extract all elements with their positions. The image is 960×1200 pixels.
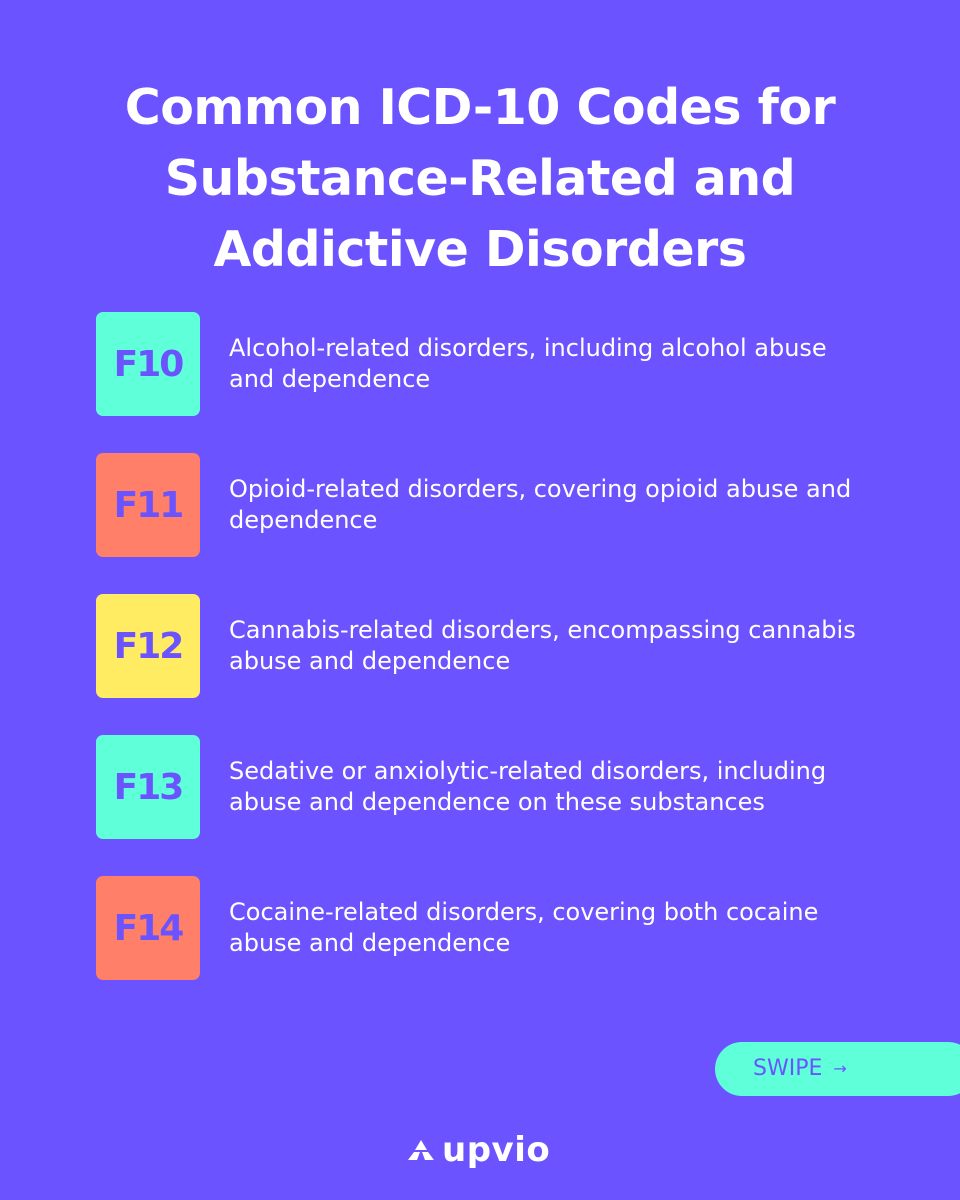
brand-name: upvio	[442, 1130, 551, 1170]
brand-logo: upvio	[408, 1128, 550, 1172]
code-description: Opioid-related disorders, covering opioi…	[229, 475, 852, 534]
triangle-logo-icon	[408, 1140, 434, 1160]
swipe-label: SWIPE	[753, 1056, 823, 1081]
code-description: Alcohol-related disorders, including alc…	[229, 334, 827, 393]
arrow-right-icon: →	[833, 1059, 847, 1078]
swipe-button[interactable]: SWIPE →	[715, 1042, 960, 1096]
code-badge: F14	[96, 876, 200, 980]
code-row-f13: F13 Sedative or anxiolytic-related disor…	[96, 735, 856, 839]
title-line-3: Addictive Disorders	[213, 221, 747, 278]
code-description: Sedative or anxiolytic-related disorders…	[229, 757, 827, 816]
code-badge: F10	[96, 312, 200, 416]
page-title: Common ICD-10 Codes for Substance-Relate…	[40, 72, 920, 285]
code-list: F10 Alcohol-related disorders, including…	[96, 312, 856, 1017]
code-badge: F11	[96, 453, 200, 557]
code-description: Cocaine-related disorders, covering both…	[229, 898, 819, 957]
code-row-f11: F11 Opioid-related disorders, covering o…	[96, 453, 856, 557]
code-row-f12: F12 Cannabis-related disorders, encompas…	[96, 594, 856, 698]
title-line-1: Common ICD-10 Codes for	[124, 79, 836, 136]
code-row-f14: F14 Cocaine-related disorders, covering …	[96, 876, 856, 980]
title-line-2: Substance-Related and	[164, 150, 796, 207]
code-badge: F13	[96, 735, 200, 839]
code-row-f10: F10 Alcohol-related disorders, including…	[96, 312, 856, 416]
code-badge: F12	[96, 594, 200, 698]
code-description: Cannabis-related disorders, encompassing…	[229, 616, 856, 675]
